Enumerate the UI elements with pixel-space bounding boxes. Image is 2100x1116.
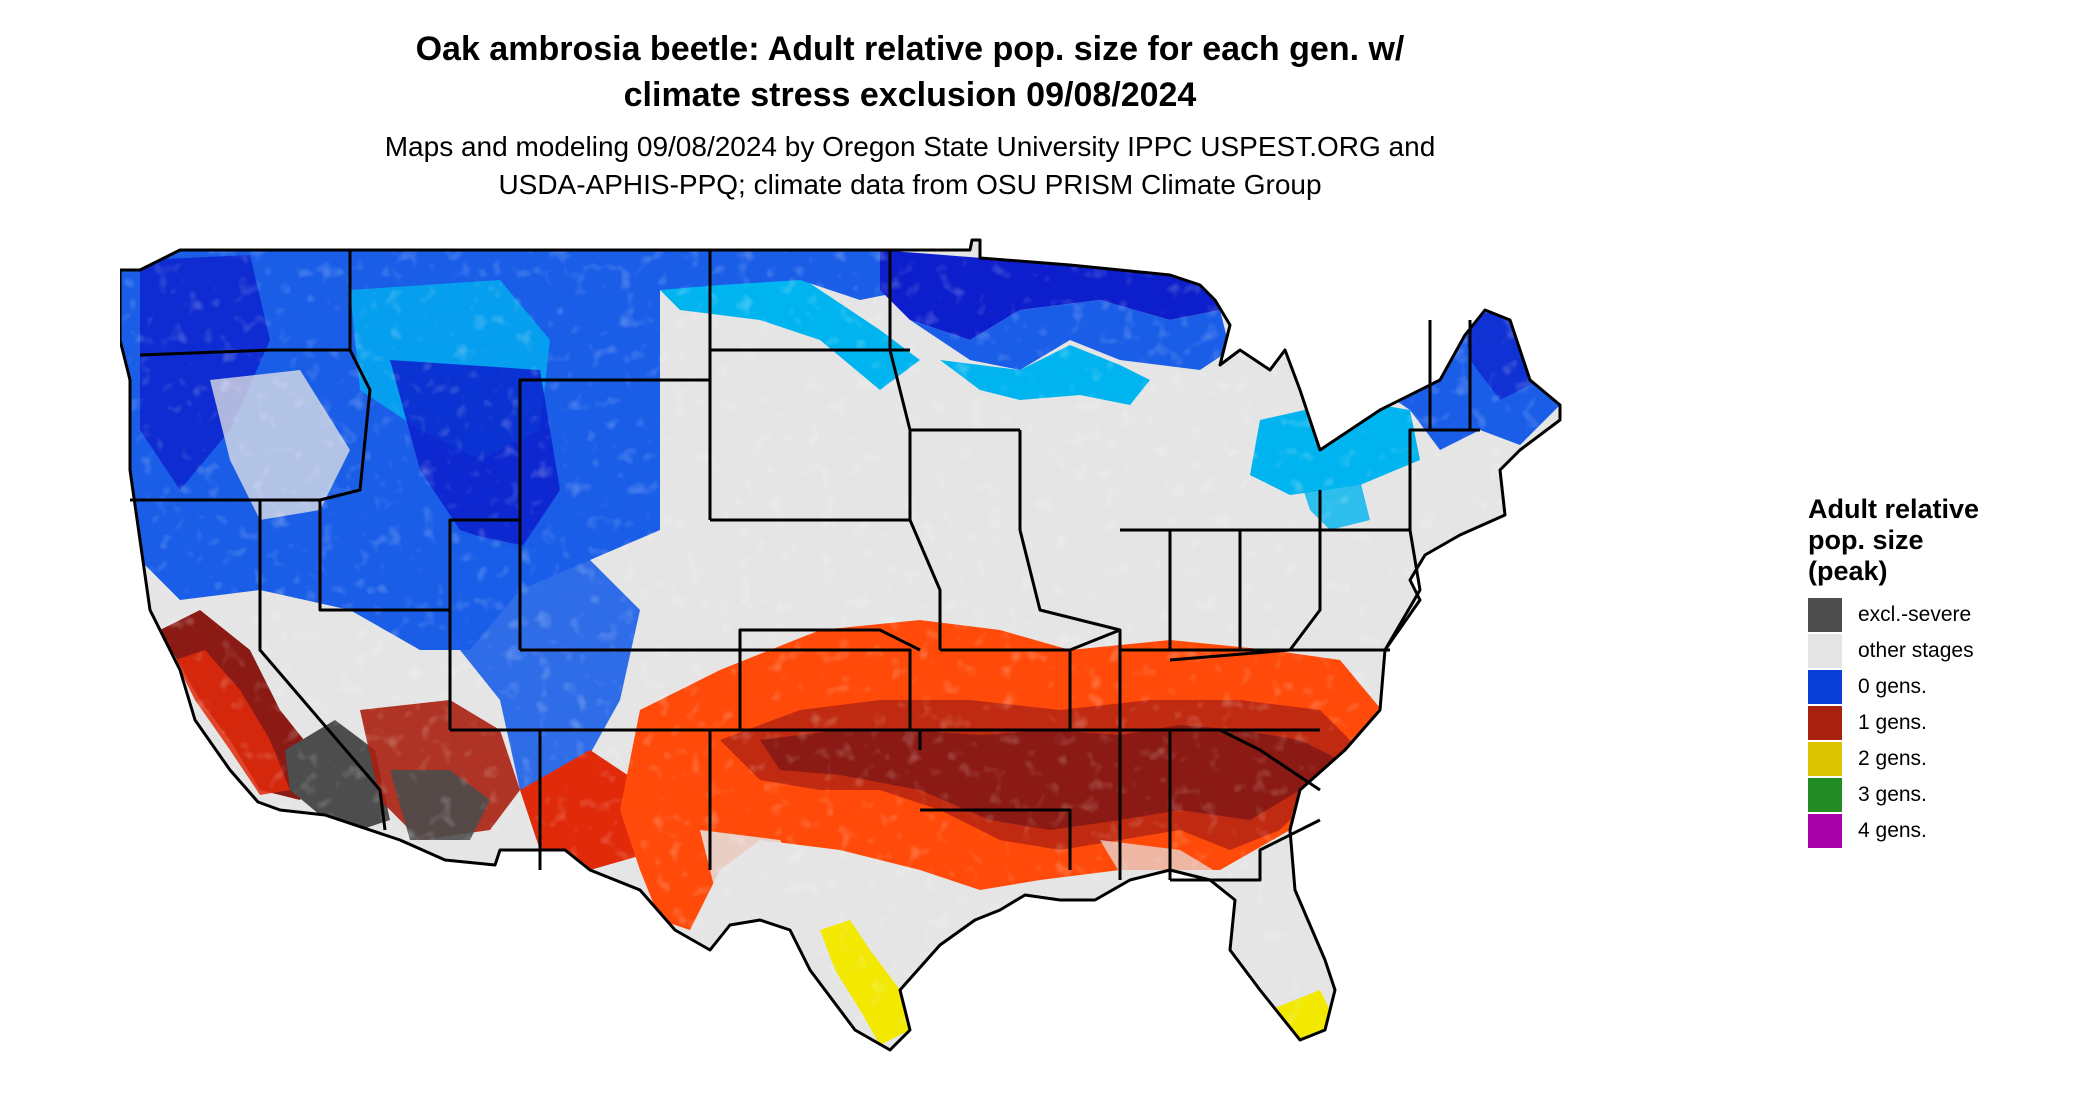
legend-item: excl.-severe: [1808, 597, 2068, 633]
us-map: [120, 238, 1562, 1052]
legend-label: 3 gens.: [1858, 783, 1927, 806]
map-subtitle: Maps and modeling 09/08/2024 by Oregon S…: [300, 128, 1520, 204]
legend-label: excl.-severe: [1858, 603, 1972, 626]
map-title: Oak ambrosia beetle: Adult relative pop.…: [300, 26, 1520, 118]
map-legend: Adult relative pop. size (peak) excl.-se…: [1808, 494, 2068, 849]
legend-title-line3: (peak): [1808, 556, 1888, 586]
legend-title-line1: Adult relative: [1808, 494, 1980, 524]
legend-title-line2: pop. size: [1808, 525, 1924, 555]
legend-swatch: [1808, 778, 1842, 812]
legend-label: 2 gens.: [1858, 747, 1927, 770]
legend-title: Adult relative pop. size (peak): [1808, 494, 2068, 587]
legend-label: 1 gens.: [1858, 711, 1927, 734]
map-texture: [120, 240, 1560, 1050]
legend-item: other stages: [1808, 633, 2068, 669]
legend-item: 0 gens.: [1808, 669, 2068, 705]
legend-swatch: [1808, 742, 1842, 776]
state-borders: [120, 238, 1562, 1052]
legend-label: 4 gens.: [1858, 819, 1927, 842]
legend-swatch: [1808, 706, 1842, 740]
legend-label: other stages: [1858, 639, 1974, 662]
map-title-line2: climate stress exclusion 09/08/2024: [623, 76, 1197, 114]
map-subtitle-line1: Maps and modeling 09/08/2024 by Oregon S…: [384, 131, 1436, 162]
legend-item: 3 gens.: [1808, 777, 2068, 813]
legend-swatch: [1808, 670, 1842, 704]
legend-swatch: [1808, 634, 1842, 668]
legend-item: 1 gens.: [1808, 705, 2068, 741]
legend-label: 0 gens.: [1858, 675, 1927, 698]
legend-swatch: [1808, 598, 1842, 632]
legend-item: 2 gens.: [1808, 741, 2068, 777]
map-title-line1: Oak ambrosia beetle: Adult relative pop.…: [415, 30, 1405, 68]
map-subtitle-line2: USDA-APHIS-PPQ; climate data from OSU PR…: [498, 169, 1322, 200]
legend-swatch: [1808, 814, 1842, 848]
legend-item: 4 gens.: [1808, 813, 2068, 849]
